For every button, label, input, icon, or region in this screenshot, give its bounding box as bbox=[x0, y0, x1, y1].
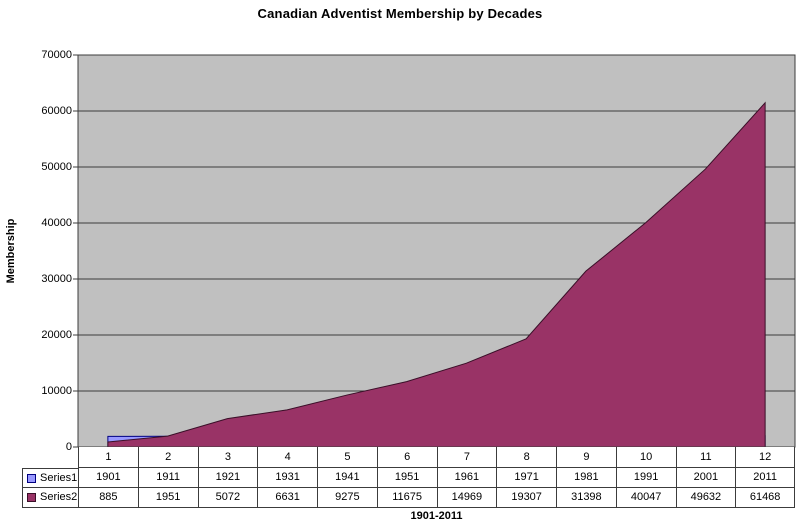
table-cell: 1951 bbox=[376, 468, 437, 488]
category-label: 5 bbox=[317, 447, 377, 468]
y-tick-label: 20000 bbox=[41, 329, 72, 341]
table-cell: 1961 bbox=[436, 468, 497, 488]
y-tick-label: 50000 bbox=[41, 161, 72, 173]
table-cell: 31398 bbox=[556, 488, 616, 508]
category-label: 11 bbox=[675, 447, 736, 468]
y-tick-label: 30000 bbox=[41, 273, 72, 285]
table-cell: 885 bbox=[78, 488, 138, 508]
y-tick-label: 70000 bbox=[41, 49, 72, 61]
table-cell: 2011 bbox=[735, 468, 795, 488]
category-label: 8 bbox=[496, 447, 556, 468]
legend-label: Series2 bbox=[40, 491, 78, 503]
table-cell: 5072 bbox=[197, 488, 258, 508]
table-cell: 1991 bbox=[615, 468, 676, 488]
category-label: 9 bbox=[556, 447, 616, 468]
table-cell: 1941 bbox=[317, 468, 377, 488]
area-series-series2 bbox=[107, 101, 766, 448]
legend-item-series1: Series1 bbox=[22, 468, 78, 488]
table-cell: 61468 bbox=[735, 488, 795, 508]
y-tick-label: 10000 bbox=[41, 385, 72, 397]
category-label: 12 bbox=[735, 447, 795, 468]
table-cell: 1901 bbox=[78, 468, 138, 488]
y-tick-label: 40000 bbox=[41, 217, 72, 229]
table-cell: 49632 bbox=[675, 488, 736, 508]
category-label: 2 bbox=[137, 447, 198, 468]
table-cell: 40047 bbox=[615, 488, 676, 508]
table-cell: 2001 bbox=[675, 468, 736, 488]
y-axis-tick-labels: 0 10000 20000 30000 40000 50000 60000 70000 bbox=[0, 0, 72, 530]
category-label: 10 bbox=[615, 447, 676, 468]
table-cell: 1921 bbox=[197, 468, 258, 488]
category-label: 4 bbox=[257, 447, 317, 468]
category-label: 6 bbox=[376, 447, 437, 468]
category-label: 7 bbox=[436, 447, 497, 468]
table-cell: 9275 bbox=[317, 488, 377, 508]
chart-title: Canadian Adventist Membership by Decades bbox=[257, 6, 543, 21]
x-axis-title: 1901-2011 bbox=[410, 510, 463, 522]
table-cell: 1951 bbox=[137, 488, 198, 508]
table-cell: 1981 bbox=[556, 468, 616, 488]
legend-marker-icon bbox=[27, 493, 36, 502]
y-tick-label: 0 bbox=[65, 441, 72, 453]
legend-marker-icon bbox=[27, 473, 36, 483]
category-label: 1 bbox=[78, 447, 138, 468]
category-label: 3 bbox=[197, 447, 258, 468]
table-cell: 19307 bbox=[496, 488, 556, 508]
legend-label: Series1 bbox=[40, 471, 78, 484]
y-tick-label: 60000 bbox=[41, 105, 72, 117]
table-cell: 1971 bbox=[496, 468, 556, 488]
table-cell: 11675 bbox=[376, 488, 437, 508]
table-cell: 1931 bbox=[257, 468, 317, 488]
table-cell: 14969 bbox=[436, 488, 497, 508]
table-cell: 1911 bbox=[137, 468, 198, 488]
table-cell: 6631 bbox=[257, 488, 317, 508]
legend-item-series2: Series2 bbox=[22, 488, 78, 508]
